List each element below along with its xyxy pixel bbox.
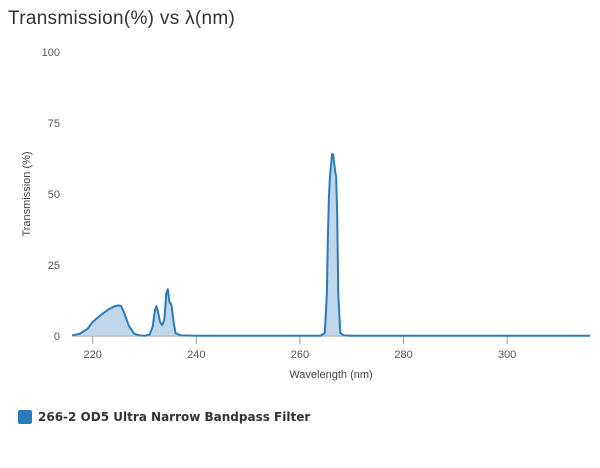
x-axis-title: Wavelength (nm)	[289, 369, 372, 381]
y-tick-label: 100	[42, 47, 60, 59]
y-tick-label: 75	[48, 118, 60, 130]
legend-swatch	[18, 410, 32, 424]
x-tick-label: 300	[498, 349, 516, 361]
x-tick-label: 280	[394, 349, 412, 361]
series-line	[71, 153, 590, 337]
x-axis: 220 240 260 280 300	[84, 336, 516, 361]
y-axis: 0 25 50 75 100	[42, 47, 60, 343]
chart-plot: 0 25 50 75 100 220 240 260 280 300 Transmission …	[21, 47, 590, 381]
y-tick-label: 25	[48, 260, 60, 272]
y-axis-title: Transmission (%)	[21, 151, 33, 236]
x-tick-label: 260	[291, 349, 309, 361]
y-tick-label: 0	[54, 331, 60, 343]
y-tick-label: 50	[48, 189, 60, 201]
legend-item[interactable]: 266-2 OD5 Ultra Narrow Bandpass Filter	[18, 410, 310, 424]
x-tick-label: 220	[84, 349, 102, 361]
x-tick-label: 240	[187, 349, 205, 361]
series-area	[72, 154, 590, 336]
chart-title: Transmission(%) vs λ(nm)	[8, 8, 236, 29]
legend-label: 266-2 OD5 Ultra Narrow Bandpass Filter	[38, 410, 311, 424]
